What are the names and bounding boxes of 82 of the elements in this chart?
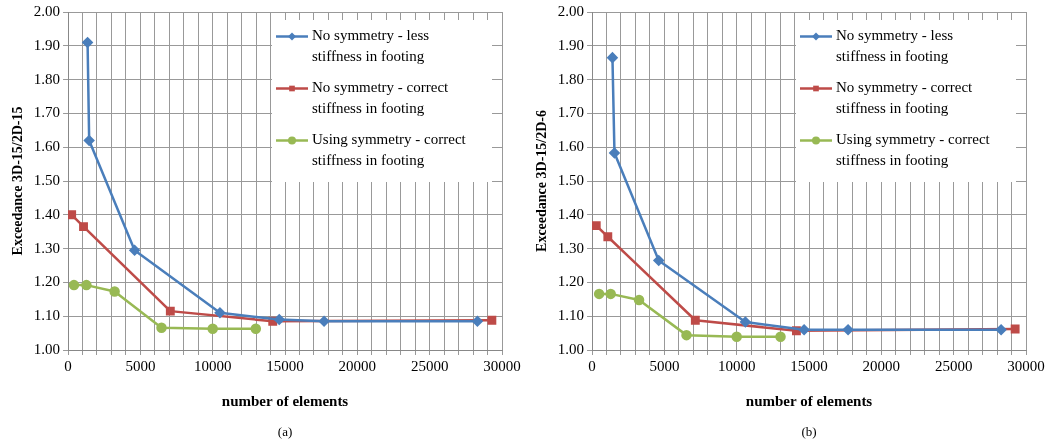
x-tick-label: 15000 [266, 357, 304, 374]
point [487, 315, 497, 325]
text: (a) [277, 424, 293, 440]
legend-label: No symmetry - correct stiffness in footing [312, 79, 450, 117]
point [207, 323, 218, 334]
point [653, 255, 664, 266]
y-axis-title: Exceedance 3D-15/2D-6 [534, 110, 550, 252]
y-tick-label: 1.70 [557, 104, 585, 121]
x-tick-label: 15000 [790, 357, 828, 374]
y-tick-label: 1.90 [557, 36, 585, 53]
y-tick-label: 1.20 [557, 273, 585, 290]
point [775, 331, 786, 343]
x-axis-title: number of elements [745, 392, 873, 409]
point [607, 52, 618, 63]
x-axis-title: number of elements [221, 392, 349, 409]
point [318, 316, 330, 327]
point [273, 314, 285, 325]
x-tick-label: 10000 [717, 357, 756, 374]
x-tick-label: 0 [64, 357, 72, 374]
point [214, 307, 226, 319]
point [593, 288, 605, 300]
y-tick-label: 1.80 [33, 70, 61, 87]
x-tick-label: 20000 [862, 357, 901, 374]
legend-label: No symmetry - less stiffness in footing [836, 27, 954, 65]
point [165, 306, 175, 316]
point [633, 294, 645, 306]
y-tick-label: 1.00 [33, 340, 61, 357]
x-tick-label: 30000 [483, 357, 521, 374]
point [731, 331, 742, 343]
point [109, 286, 120, 297]
y-tick-label: 1.50 [557, 171, 585, 188]
point [740, 316, 751, 328]
legend-label: No symmetry - correct stiffness in footing [836, 79, 974, 117]
y-tick-label: 1.10 [557, 307, 585, 324]
y-tick-label: 1.20 [33, 273, 61, 290]
point [129, 245, 140, 256]
point [681, 329, 692, 341]
y-tick-label: 1.30 [557, 239, 585, 256]
point [472, 316, 483, 327]
x-tick-label: 0 [588, 357, 596, 374]
y-tick-label: 1.70 [33, 104, 61, 121]
point [250, 323, 262, 334]
y-tick-label: 1.80 [557, 70, 585, 87]
y-tick-label: 1.40 [33, 205, 61, 222]
point [798, 324, 810, 335]
point [156, 322, 167, 333]
point [68, 279, 80, 291]
legend-label: Using symmetry - correct stiffness in footing [836, 131, 991, 169]
point [605, 288, 616, 300]
y-tick-label: 1.60 [557, 138, 585, 155]
point [81, 279, 92, 291]
point [995, 324, 1007, 335]
x-tick-label: 25000 [934, 357, 973, 374]
y-tick-label: 1.90 [33, 36, 61, 53]
point [603, 232, 613, 242]
x-tick-label: 10000 [193, 357, 232, 374]
point [842, 324, 854, 335]
point [68, 210, 77, 220]
point [592, 221, 601, 231]
point [1010, 324, 1020, 334]
point [82, 37, 93, 48]
text: (b) [801, 424, 817, 440]
x-tick-label: 25000 [410, 357, 449, 374]
point [609, 147, 620, 159]
y-tick-label: 1.50 [33, 171, 61, 188]
y-tick-label: 1.40 [557, 205, 585, 222]
legend-label: Using symmetry - correct stiffness in footing [312, 131, 467, 169]
point [79, 222, 88, 232]
x-tick-label: 30000 [1007, 357, 1045, 374]
point [690, 315, 700, 325]
y-axis-title: Exceedance 3D-15/2D-15 [10, 106, 26, 256]
legend-label: No symmetry - less stiffness in footing [312, 27, 430, 65]
x-tick-label: 5000 [649, 357, 680, 374]
y-tick-label: 1.00 [557, 340, 585, 357]
y-tick-label: 2.00 [33, 2, 61, 19]
y-tick-label: 2.00 [557, 2, 585, 19]
y-tick-label: 1.30 [33, 239, 61, 256]
y-tick-label: 1.60 [33, 138, 61, 155]
x-tick-label: 20000 [338, 357, 377, 374]
y-tick-label: 1.10 [33, 307, 61, 324]
point [83, 135, 95, 146]
x-tick-label: 5000 [125, 357, 156, 374]
